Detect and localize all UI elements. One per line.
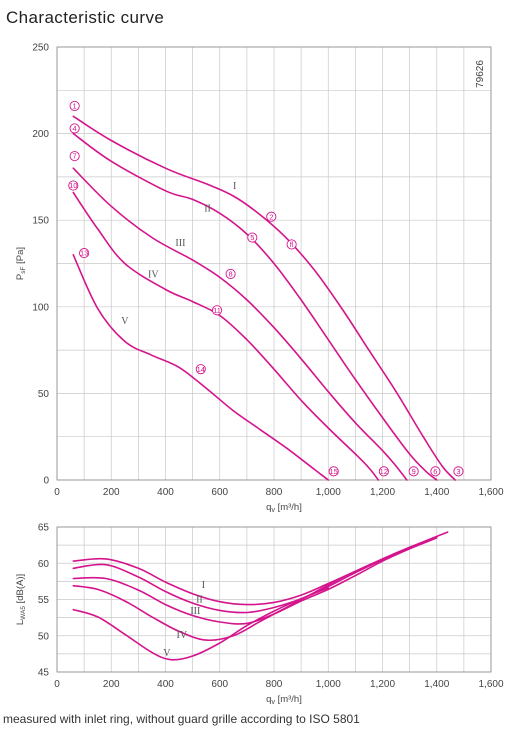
sound-ytick-label: 45: [38, 668, 50, 679]
pressure-xtick-label: 400: [157, 487, 174, 498]
pressure-xtick-label: 600: [211, 487, 228, 498]
pressure-plot-frame: [56, 46, 492, 481]
sound-plot-frame: [56, 526, 492, 673]
pressure-xtick-label: 800: [266, 487, 283, 498]
pressure-curve-ii: [72, 132, 438, 481]
pressure-ytick-label: 200: [32, 129, 49, 140]
pressure-curve-iii: [72, 167, 408, 481]
sound-curve-v: [72, 587, 330, 661]
pressure-ytick-label: 50: [38, 389, 50, 400]
sound-series-label: II: [196, 594, 203, 605]
sound-xtick-label: 400: [157, 679, 174, 690]
sound-x-axis-label: qv [m³/h]: [266, 694, 302, 706]
pressure-xtick-label: 1,200: [370, 487, 395, 498]
sound-xtick-label: 1,200: [370, 679, 395, 690]
pressure-ytick-label: 150: [32, 216, 49, 227]
pressure-y-axis-label: PsF [Pa]: [15, 247, 27, 280]
pressure-ytick-label: 250: [32, 43, 49, 54]
operating-point-marker: [211, 305, 223, 316]
sound-ytick-label: 55: [38, 595, 50, 606]
pressure-curve-i: [72, 115, 456, 481]
pressure-x-axis-label: qv [m³/h]: [266, 502, 302, 514]
pressure-series-label: V: [121, 316, 129, 327]
operating-point-marker: [408, 466, 419, 477]
operating-point-label: 1: [73, 101, 77, 110]
sound-ytick-label: 60: [38, 559, 50, 570]
page-title: Characteristic curve: [6, 8, 165, 27]
operating-point-marker: [195, 364, 206, 375]
sound-ytick-label: 65: [38, 523, 50, 534]
operating-point-label: 12: [380, 467, 388, 476]
operating-point-label: 9: [412, 467, 416, 476]
sound-xtick-label: 800: [266, 679, 283, 690]
operating-point-marker: [430, 466, 441, 477]
operating-point-label: fl: [290, 240, 294, 249]
sound-curve-i: [72, 531, 449, 606]
operating-point-label: 10: [69, 181, 77, 190]
operating-point-marker: [453, 466, 464, 477]
operating-point-label: 4: [73, 124, 77, 133]
sound-series-label: IV: [176, 630, 187, 641]
operating-point-label: 7: [73, 152, 77, 161]
pressure-curve-v: [72, 254, 330, 481]
operating-point-label: 15: [330, 467, 338, 476]
operating-point-label: 6: [433, 467, 437, 476]
operating-point-marker: [225, 268, 236, 279]
pressure-xtick-label: 0: [54, 487, 60, 498]
operating-point-marker: [69, 123, 80, 134]
operating-point-label: 8: [229, 269, 233, 278]
operating-point-marker: [286, 239, 297, 250]
pressure-series-label: II: [204, 204, 211, 215]
sound-y-axis-label: LWA5 [dB(A)]: [15, 574, 27, 625]
pressure-xtick-label: 200: [103, 487, 120, 498]
operating-point-label: 3: [456, 467, 460, 476]
operating-point-marker: [69, 100, 80, 111]
pressure-xtick-label: 1,000: [316, 487, 341, 498]
sound-xtick-label: 1,600: [478, 679, 503, 690]
sound-xtick-label: 0: [54, 679, 60, 690]
pressure-ytick-label: 0: [43, 476, 49, 487]
sound-series-label: III: [190, 606, 200, 617]
operating-point-marker: [378, 466, 389, 477]
sound-curve-iii: [72, 548, 411, 625]
drawing-code: 79626: [475, 60, 486, 88]
sound-xtick-label: 600: [211, 679, 228, 690]
pressure-xtick-label: 1,600: [478, 487, 503, 498]
operating-point-marker: [69, 151, 80, 162]
sound-series-label: I: [202, 580, 205, 591]
operating-point-marker: [68, 180, 79, 191]
pressure-curve-iv: [72, 191, 380, 481]
operating-point-marker: [266, 211, 277, 222]
sound-xtick-label: 200: [103, 679, 120, 690]
operating-point-marker: [247, 232, 258, 243]
sound-series-label: V: [163, 648, 171, 659]
operating-point-label: 5: [250, 233, 254, 242]
operating-point-marker: [328, 466, 339, 477]
sound-curve-iv: [72, 558, 384, 642]
pressure-ytick-label: 100: [32, 302, 49, 313]
sound-xtick-label: 1,400: [424, 679, 449, 690]
operating-point-label: 2: [269, 212, 273, 221]
operating-point-marker: [79, 248, 90, 259]
operating-point-label: 11: [213, 306, 221, 315]
operating-point-label: 13: [80, 249, 88, 258]
sound-xtick-label: 1,000: [316, 679, 341, 690]
pressure-series-label: IV: [148, 269, 159, 280]
footnote: measured with inlet ring, without guard …: [3, 712, 360, 726]
sound-ytick-label: 50: [38, 631, 50, 642]
pressure-series-label: III: [175, 238, 185, 249]
operating-point-label: 14: [197, 365, 205, 374]
pressure-xtick-label: 1,400: [424, 487, 449, 498]
pressure-series-label: I: [233, 181, 236, 192]
